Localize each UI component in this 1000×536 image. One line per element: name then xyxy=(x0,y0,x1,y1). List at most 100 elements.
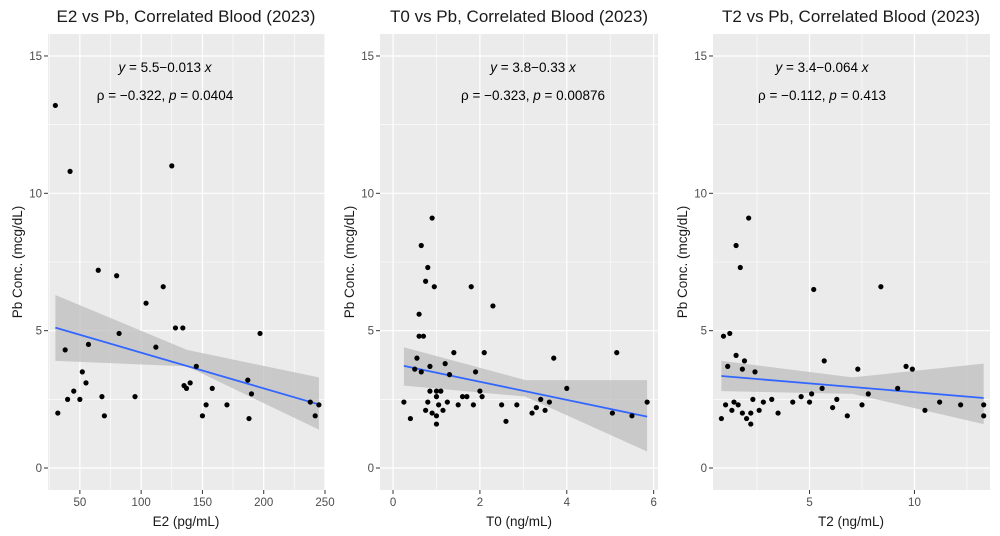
regression-equation: y = 5.5−0.013 x xyxy=(117,60,212,75)
data-point xyxy=(401,399,407,405)
equation-x-var: x xyxy=(568,60,577,75)
data-point xyxy=(746,215,752,221)
data-point xyxy=(809,391,815,397)
data-point xyxy=(725,363,731,369)
data-point xyxy=(503,418,509,424)
correlation-stats: ρ = −0.112, p = 0.413 xyxy=(758,88,886,103)
data-point xyxy=(316,402,322,408)
data-point xyxy=(442,361,448,367)
chart-panel-3: 0 5 10 15 5 10 T2 vs Pb, Correlated Blood (202… xyxy=(675,7,990,529)
data-point xyxy=(821,358,827,364)
data-point xyxy=(729,407,735,413)
data-point xyxy=(614,350,620,356)
data-point xyxy=(981,402,987,408)
y-tick-label: 15 xyxy=(694,51,707,63)
y-axis-label: Pb Conc. (mcg/dL) xyxy=(10,206,25,319)
p-var: p xyxy=(828,88,837,103)
x-tick-label: 6 xyxy=(650,497,656,509)
data-point xyxy=(440,407,446,413)
data-point xyxy=(464,394,470,400)
data-point xyxy=(722,402,729,408)
regression-line xyxy=(721,375,984,399)
data-point xyxy=(855,366,861,372)
data-point xyxy=(418,242,424,249)
data-point xyxy=(436,402,442,408)
data-point xyxy=(209,385,215,391)
data-point xyxy=(733,242,739,249)
correlation-stats: ρ = −0.323, p = 0.00876 xyxy=(461,88,605,103)
data-point xyxy=(479,394,485,400)
data-point xyxy=(739,410,745,416)
p-value: = 0.0404 xyxy=(177,88,234,103)
rho-label: ρ = −0.112, xyxy=(758,88,829,103)
x-tick-label: 5 xyxy=(806,497,812,509)
p-var: p xyxy=(532,88,541,103)
data-point xyxy=(67,168,73,174)
y-tick-label: 10 xyxy=(694,188,707,200)
chart-panel-1: 0 5 10 15 50 100 150 200 250 E2 vs Pb, Correlated… xyxy=(10,7,335,529)
x-tick-label: 10 xyxy=(908,497,921,509)
data-point xyxy=(416,311,422,317)
x-tick-label: 150 xyxy=(193,497,212,509)
data-point xyxy=(472,369,479,375)
data-point xyxy=(312,413,318,419)
data-point xyxy=(433,413,440,419)
data-point xyxy=(903,363,909,369)
x-tick-label: 2 xyxy=(477,497,483,509)
regression-equation: y = 3.4−0.064 x xyxy=(774,60,869,75)
y-tick-label: 10 xyxy=(361,188,374,200)
data-point xyxy=(459,394,466,400)
data-point xyxy=(438,388,444,394)
data-point xyxy=(160,284,166,290)
data-point xyxy=(433,388,440,394)
data-point xyxy=(922,407,928,413)
x-tick-label: 100 xyxy=(132,497,151,509)
data-point xyxy=(193,363,199,369)
data-point xyxy=(307,399,313,405)
data-point xyxy=(748,421,754,427)
data-point xyxy=(743,415,750,422)
data-point xyxy=(246,415,252,422)
data-point xyxy=(481,350,487,356)
data-point xyxy=(433,394,440,400)
data-point xyxy=(79,369,85,375)
data-point xyxy=(425,399,431,405)
chart-panel-2: 0 5 10 15 0 2 4 6 T0 vs Pb, Correlated Blood (20… xyxy=(342,7,658,529)
data-point xyxy=(720,333,727,339)
data-point xyxy=(183,385,190,391)
data-point xyxy=(760,399,766,405)
data-point xyxy=(477,388,483,394)
data-point xyxy=(85,341,92,348)
data-point xyxy=(95,267,101,273)
data-point xyxy=(451,350,457,356)
data-point xyxy=(981,413,987,419)
correlation-stats: ρ = −0.322, p = 0.0404 xyxy=(97,88,234,103)
data-point xyxy=(756,407,762,413)
data-point xyxy=(775,410,781,416)
equation-body: = 3.4−0.064 xyxy=(782,60,862,75)
confidence-band xyxy=(55,295,319,430)
data-point xyxy=(114,273,120,279)
regression-equation: y = 3.8−0.33 x xyxy=(489,60,577,75)
data-point xyxy=(77,396,83,402)
equation-body: = 3.8−0.33 xyxy=(497,60,569,75)
y-tick-label: 0 xyxy=(36,463,42,475)
data-point xyxy=(546,399,553,405)
equation-x-var: x xyxy=(204,60,213,75)
data-point xyxy=(551,355,557,361)
data-point xyxy=(733,352,739,358)
data-point xyxy=(629,413,635,419)
confidence-band xyxy=(403,347,648,452)
data-point xyxy=(529,410,535,416)
y-tick-label: 0 xyxy=(701,463,707,475)
rho-label: ρ = −0.322, xyxy=(97,88,169,103)
y-tick-label: 15 xyxy=(29,51,42,63)
regression-line xyxy=(403,365,648,418)
data-point xyxy=(490,303,496,309)
data-point xyxy=(187,380,193,386)
y-tick-label: 15 xyxy=(361,51,374,63)
data-point xyxy=(470,402,476,408)
data-point xyxy=(865,391,871,397)
data-point xyxy=(533,404,539,411)
